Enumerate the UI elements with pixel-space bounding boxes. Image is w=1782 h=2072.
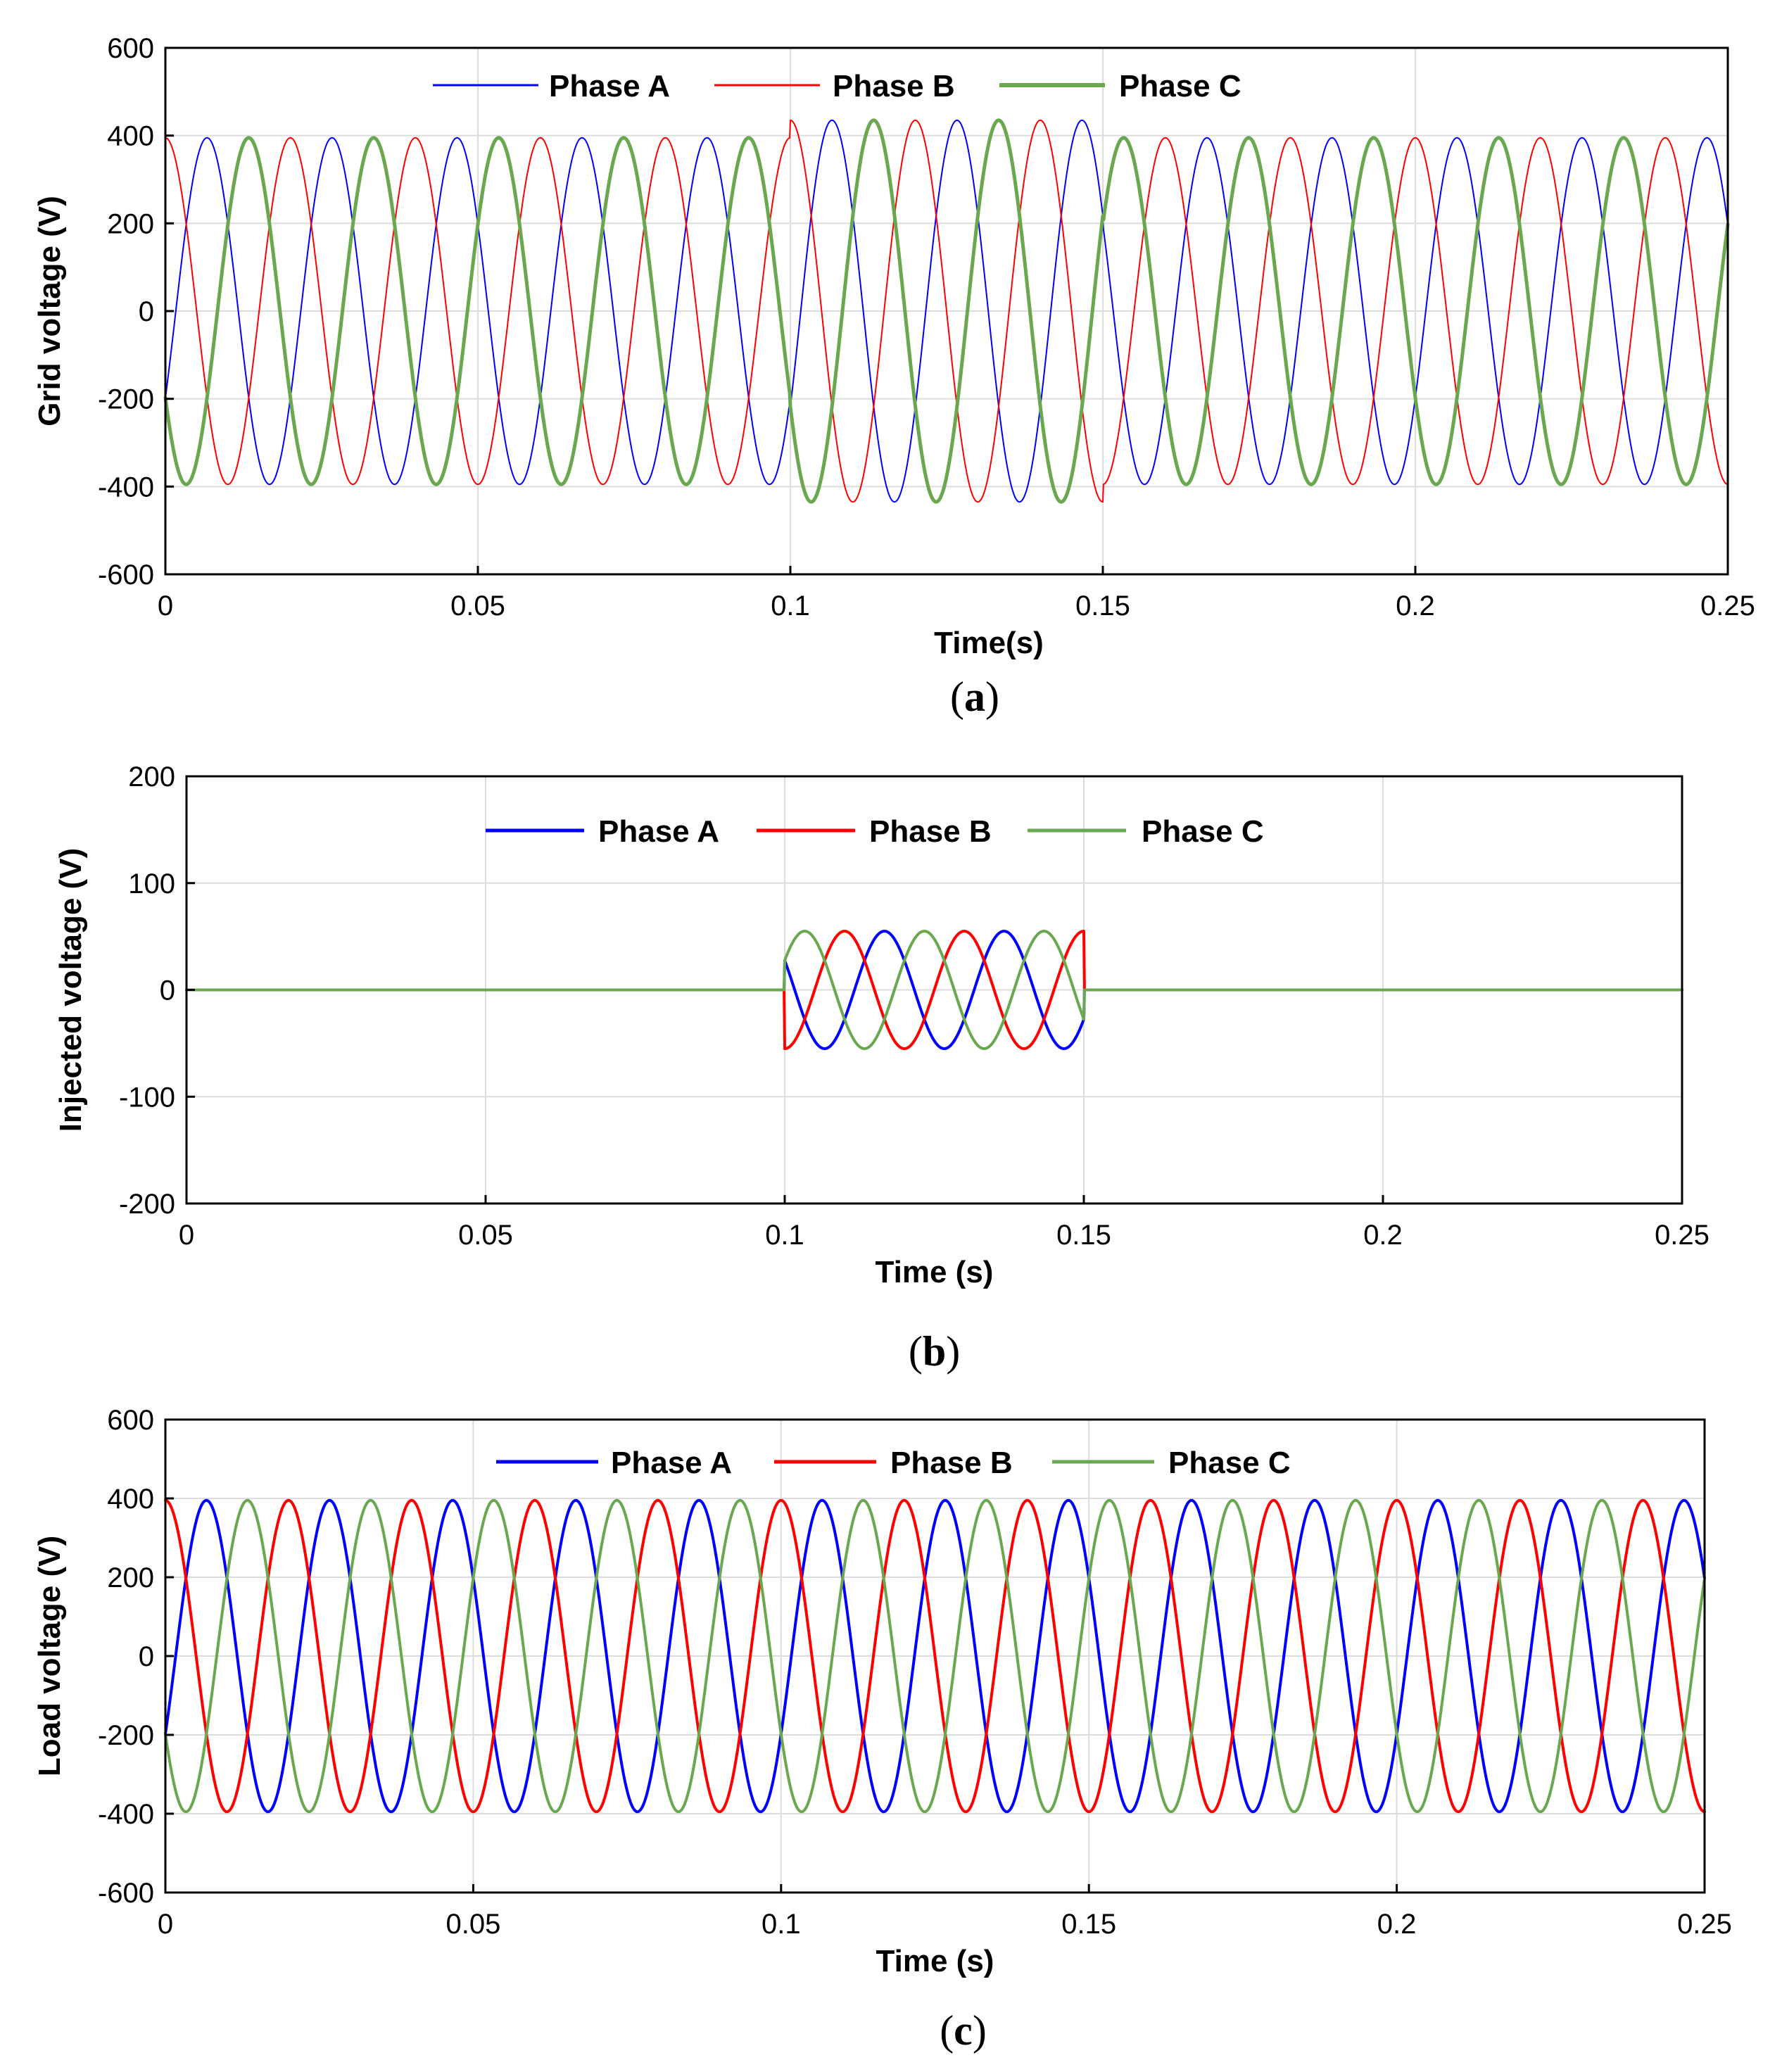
- y-axis-title: Grid voltage (V): [32, 196, 67, 427]
- y-tick-label: -200: [98, 1720, 154, 1751]
- y-tick-label: 400: [107, 121, 154, 152]
- x-tick-label: 0.1: [771, 590, 810, 621]
- legend-label: Phase A: [611, 1446, 732, 1480]
- y-tick-label: -200: [119, 1189, 175, 1220]
- y-tick-label: 0: [139, 296, 154, 327]
- series-line-phase-a: [164, 1498, 1706, 1814]
- legend-label: Phase A: [549, 69, 670, 103]
- panel-caption-letter: b: [923, 1328, 946, 1375]
- y-axis-title: Load voltage (V): [32, 1536, 67, 1776]
- x-tick-label: 0: [179, 1220, 194, 1251]
- legend-label: Phase C: [1142, 814, 1264, 849]
- legend: Phase A Phase B Phase C: [486, 814, 1264, 849]
- x-tick-label: 0.2: [1396, 590, 1435, 621]
- x-tick-label: 0.25: [1677, 1909, 1732, 1940]
- y-tick-label: -100: [119, 1082, 175, 1113]
- y-tick-label: 200: [107, 208, 154, 239]
- x-tick-label: 0.1: [765, 1220, 804, 1251]
- legend: Phase A Phase B Phase C: [496, 1446, 1291, 1480]
- x-tick-label: 0.05: [450, 590, 505, 621]
- panel-caption-letter: a: [964, 674, 985, 720]
- series-line-phase-a: [165, 119, 1729, 503]
- y-tick-label: 200: [128, 762, 175, 792]
- x-tick-label: 0.1: [762, 1909, 801, 1940]
- x-axis-title: Time(s): [934, 626, 1044, 660]
- series-line-phase-c: [164, 1498, 1706, 1814]
- panel-caption: (c): [940, 2007, 987, 2054]
- x-tick-label: 0.25: [1655, 1220, 1710, 1251]
- y-axis-title: Injected voltage (V): [53, 848, 88, 1132]
- x-tick-label: 0.25: [1700, 590, 1755, 621]
- y-tick-label: -400: [98, 1799, 154, 1830]
- x-tick-label: 0.2: [1363, 1220, 1403, 1251]
- x-tick-label: 0.15: [1061, 1909, 1116, 1940]
- y-tick-label: -600: [98, 1878, 154, 1909]
- series-line-phase-b: [165, 119, 1729, 503]
- y-tick-label: 200: [107, 1562, 154, 1593]
- x-tick-label: 0.05: [446, 1909, 500, 1940]
- x-axis-title: Time (s): [876, 1255, 994, 1289]
- legend-label: Phase C: [1168, 1446, 1291, 1480]
- legend-label: Phase B: [869, 814, 992, 849]
- x-tick-label: 0: [158, 590, 173, 621]
- y-tick-label: -600: [98, 560, 154, 590]
- x-axis-title: Time (s): [876, 1944, 994, 1978]
- x-tick-label: 0: [158, 1909, 173, 1940]
- legend: Phase A Phase B Phase C: [433, 69, 1241, 103]
- y-tick-label: 100: [128, 868, 175, 899]
- legend-label: Phase B: [890, 1446, 1013, 1480]
- x-tick-label: 0.15: [1056, 1220, 1111, 1251]
- y-tick-label: 600: [107, 33, 154, 64]
- chart-panel-c: 0 0.05 0.1 0.15 0.2 0.25 -600 -400 -200 0 200 400 60…: [32, 1405, 1732, 2054]
- panel-caption-letter: c: [954, 2007, 973, 2054]
- legend-label: Phase C: [1119, 69, 1241, 103]
- series-line-phase-c: [163, 118, 1730, 504]
- chart-panel-a: 0 0.05 0.1 0.15 0.2 0.25 -600 -400 -200 0 200 400 60…: [32, 33, 1755, 720]
- y-tick-label: -400: [98, 472, 154, 503]
- panel-caption: (b): [909, 1328, 960, 1375]
- x-tick-label: 0.15: [1075, 590, 1130, 621]
- y-tick-label: 600: [107, 1405, 154, 1436]
- chart-panel-b: 0 0.05 0.1 0.15 0.2 0.25 -200 -100 0 100 200 Time (…: [53, 762, 1710, 1375]
- panel-caption: (a): [950, 674, 999, 720]
- series-line-phase-b: [164, 1498, 1706, 1814]
- y-tick-label: 0: [160, 975, 175, 1006]
- legend-label: Phase A: [598, 814, 719, 849]
- y-tick-label: 400: [107, 1484, 154, 1515]
- y-tick-label: 0: [139, 1641, 154, 1672]
- y-tick-label: -200: [98, 384, 154, 415]
- x-tick-label: 0.05: [458, 1220, 513, 1251]
- legend-label: Phase B: [833, 69, 955, 103]
- series-line-phase-c: [185, 930, 1683, 1050]
- x-tick-label: 0.2: [1377, 1909, 1417, 1940]
